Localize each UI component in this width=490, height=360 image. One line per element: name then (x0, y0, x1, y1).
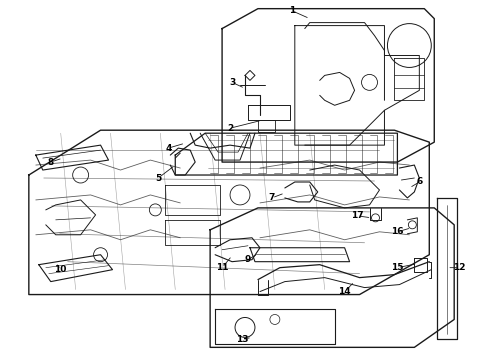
Text: 16: 16 (391, 227, 404, 236)
Text: 1: 1 (289, 6, 295, 15)
Text: 8: 8 (48, 158, 54, 167)
Text: 12: 12 (453, 263, 466, 272)
Text: 14: 14 (338, 287, 351, 296)
Text: 13: 13 (236, 335, 248, 344)
Text: 7: 7 (269, 193, 275, 202)
Text: 17: 17 (351, 211, 364, 220)
Text: 11: 11 (216, 263, 228, 272)
Text: 6: 6 (416, 177, 422, 186)
Text: 5: 5 (155, 174, 162, 183)
Text: 3: 3 (229, 78, 235, 87)
Text: 2: 2 (227, 124, 233, 133)
Text: 4: 4 (165, 144, 172, 153)
Text: 9: 9 (245, 255, 251, 264)
Text: 15: 15 (391, 263, 404, 272)
Text: 10: 10 (54, 265, 67, 274)
